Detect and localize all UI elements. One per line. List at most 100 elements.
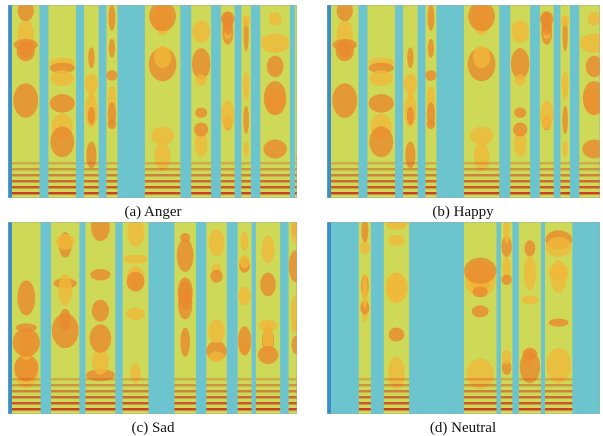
blob [261,34,290,53]
stripe [464,378,497,381]
blob [196,74,207,85]
stripe [191,174,211,177]
stripe [51,378,79,381]
blob [92,300,109,322]
stripe [106,192,117,195]
stripe [510,192,530,195]
stripe [123,402,149,405]
blob [523,348,538,360]
blob [473,287,488,298]
stripe [464,180,499,183]
blob [262,236,275,264]
spectrogram [327,214,600,414]
stripe [519,390,541,393]
blob [108,102,116,126]
stripe [221,180,235,183]
stripe [403,180,418,183]
stripe [84,180,99,183]
stripe [48,192,76,195]
stripe [464,186,499,189]
stripe [174,396,195,399]
stripe [191,168,211,171]
stripe [295,192,332,195]
blob [17,280,35,315]
blob [58,274,72,306]
blob [91,212,110,241]
caption: (b) Happy [432,204,494,220]
blob [369,126,393,157]
blob [306,85,321,98]
figure-page: (a) Anger (b) Happy (c) Sad (d) Neutral [0,0,603,436]
stripe [545,408,572,411]
blob [177,239,194,272]
stripe [359,402,371,405]
stripe [106,162,117,165]
blob [238,287,250,306]
blob [514,108,526,118]
stripe [545,396,572,399]
stripe [464,396,497,399]
stripe [123,390,149,393]
stripe [501,384,512,387]
stripe [106,180,117,183]
stripe [560,192,570,195]
stripe [545,402,572,405]
blob [407,89,413,99]
blob [540,101,554,130]
blob [361,219,368,242]
stripe [191,186,211,189]
blob [425,70,436,81]
blob [179,281,192,310]
stripe [510,186,530,189]
blob [269,12,282,26]
blob [306,119,321,127]
stripe [464,408,497,411]
blob [149,1,176,31]
stripe [85,384,115,387]
stripe [123,396,149,399]
caption: (a) Anger [124,204,181,220]
stripe [85,396,115,399]
stripe [256,396,280,399]
stripe [359,378,371,381]
stripe [403,168,418,171]
stripe [295,180,332,183]
edge [8,5,12,198]
stripe [12,174,39,177]
blob [127,272,145,292]
stripe [48,174,76,177]
stripe [256,408,280,411]
stripe [367,168,395,171]
stripe [241,186,251,189]
stripe [85,402,115,405]
blob [563,141,568,158]
stripe [221,174,235,177]
stripe [540,168,554,171]
stripe [51,408,79,411]
stripe [367,180,395,183]
blob [302,109,325,129]
blob [180,327,190,356]
stripe [84,174,99,177]
stripe [51,390,79,393]
stripe [12,378,41,381]
stripe [106,186,117,189]
spectrogram [8,1,332,198]
stripe [174,408,195,411]
stripe [289,390,303,393]
stripe [221,168,235,171]
blob [542,11,552,35]
blob [468,1,495,31]
stripe [295,174,332,177]
stripe [331,168,358,171]
blob [304,112,323,132]
stripe [48,162,76,165]
blob [240,255,250,268]
stripe [84,192,99,195]
blob [561,15,568,26]
blob [92,349,109,374]
stripe [367,192,395,195]
stripe [464,390,497,393]
blob [362,274,367,308]
stripe [384,396,409,399]
